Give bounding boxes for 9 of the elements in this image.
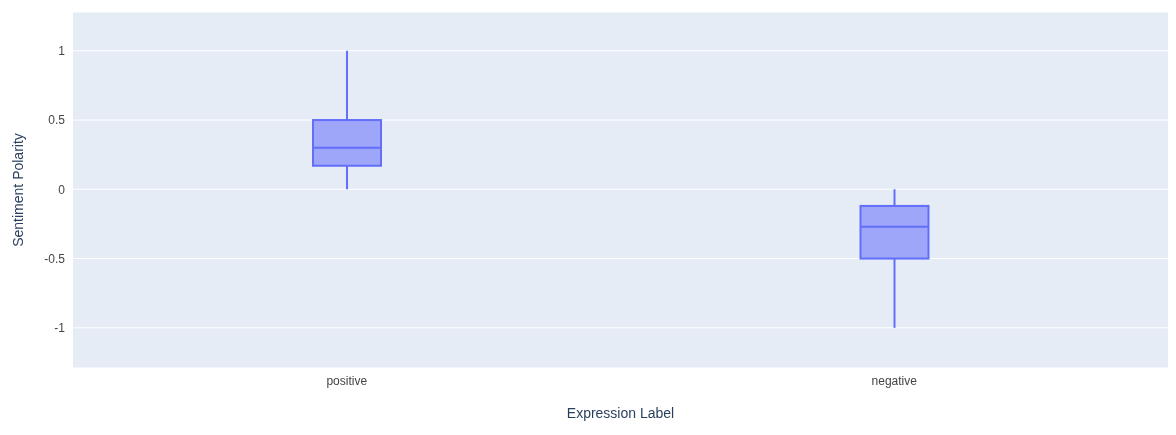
- x-tick-label: positive: [326, 373, 368, 388]
- y-tick-label: 0.5: [48, 113, 66, 128]
- x-axis-title: Expression Label: [566, 405, 675, 421]
- x-tick-label: negative: [871, 373, 918, 388]
- y-tick-label: 1: [58, 44, 66, 59]
- y-tick-label: -0.5: [44, 251, 66, 266]
- y-axis-title: Sentiment Polarity: [9, 133, 26, 247]
- y-tick-label: 0: [58, 182, 66, 197]
- y-tick-label: -1: [54, 321, 66, 336]
